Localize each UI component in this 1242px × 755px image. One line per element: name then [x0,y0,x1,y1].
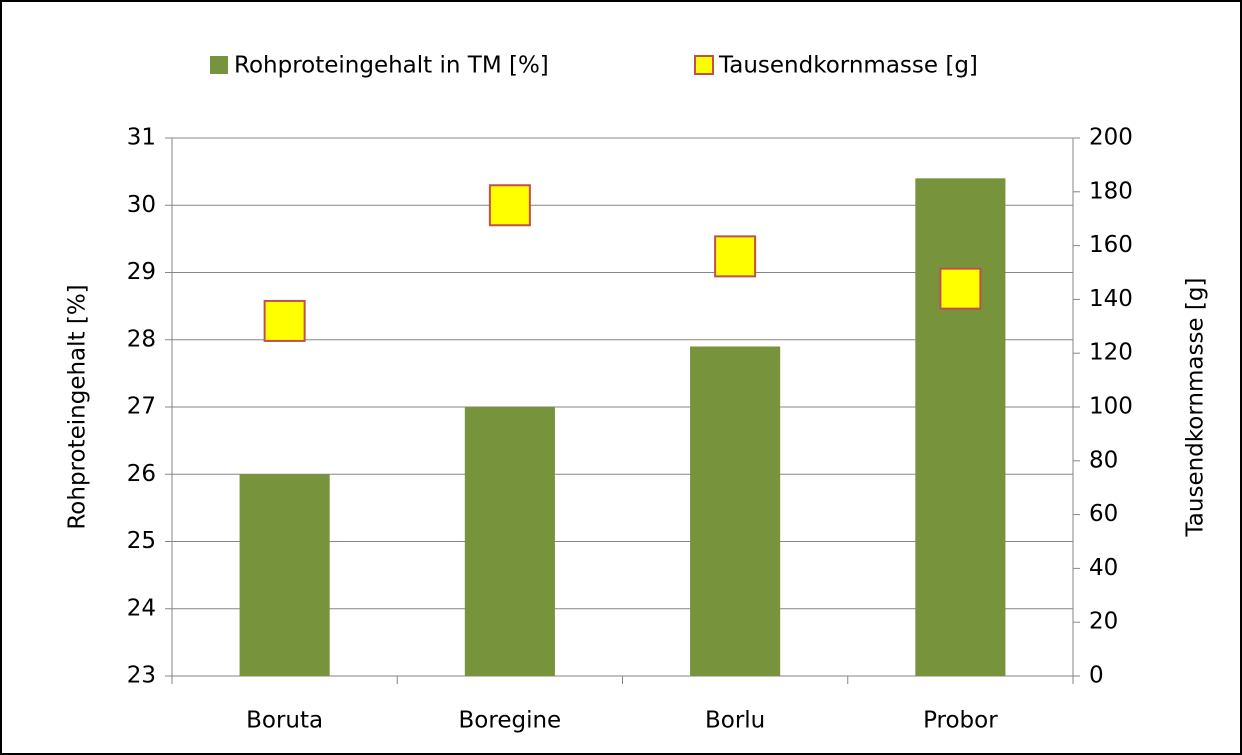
legend-label: Rohproteingehalt in TM [%] [234,53,549,79]
x-tick-label: Boruta [246,708,323,734]
x-tick-label: Boregine [459,708,562,734]
bar [239,474,330,676]
marker [263,299,306,342]
marker [714,235,757,278]
bar [464,407,555,676]
y2-tick-label: 60 [1089,501,1118,527]
y-tick-label: 26 [127,461,156,487]
y2-tick-label: 160 [1089,232,1133,258]
y-tick-label: 31 [127,125,156,151]
y-tick-label: 28 [127,326,156,352]
y2-tick-label: 0 [1089,663,1104,689]
y2-tick-label: 200 [1089,125,1133,151]
y-axis-label: Rohproteingehalt [%] [65,284,91,529]
y2-tick-label: 20 [1089,609,1118,635]
y-tick-label: 23 [127,663,156,689]
marker [488,184,531,227]
y-tick-label: 24 [127,595,156,621]
y2-tick-label: 180 [1089,178,1133,204]
y2-axis-label: Tausendkornmasse [g] [1183,278,1209,538]
y-tick-label: 25 [127,528,156,554]
y-tick-label: 27 [127,394,156,420]
legend-swatch [694,55,714,75]
y2-tick-label: 80 [1089,447,1118,473]
bar [690,346,781,676]
y2-tick-label: 140 [1089,286,1133,312]
x-tick-label: Borlu [705,708,765,734]
legend-swatch [210,56,228,74]
x-tick-label: Probor [923,708,998,734]
y-tick-label: 29 [127,259,156,285]
y2-tick-label: 40 [1089,555,1118,581]
legend-label: Tausendkornmasse [g] [718,53,978,79]
y2-tick-label: 120 [1089,340,1133,366]
y2-tick-label: 100 [1089,394,1133,420]
y-tick-label: 30 [127,192,156,218]
bar [915,178,1006,676]
marker [939,267,982,310]
